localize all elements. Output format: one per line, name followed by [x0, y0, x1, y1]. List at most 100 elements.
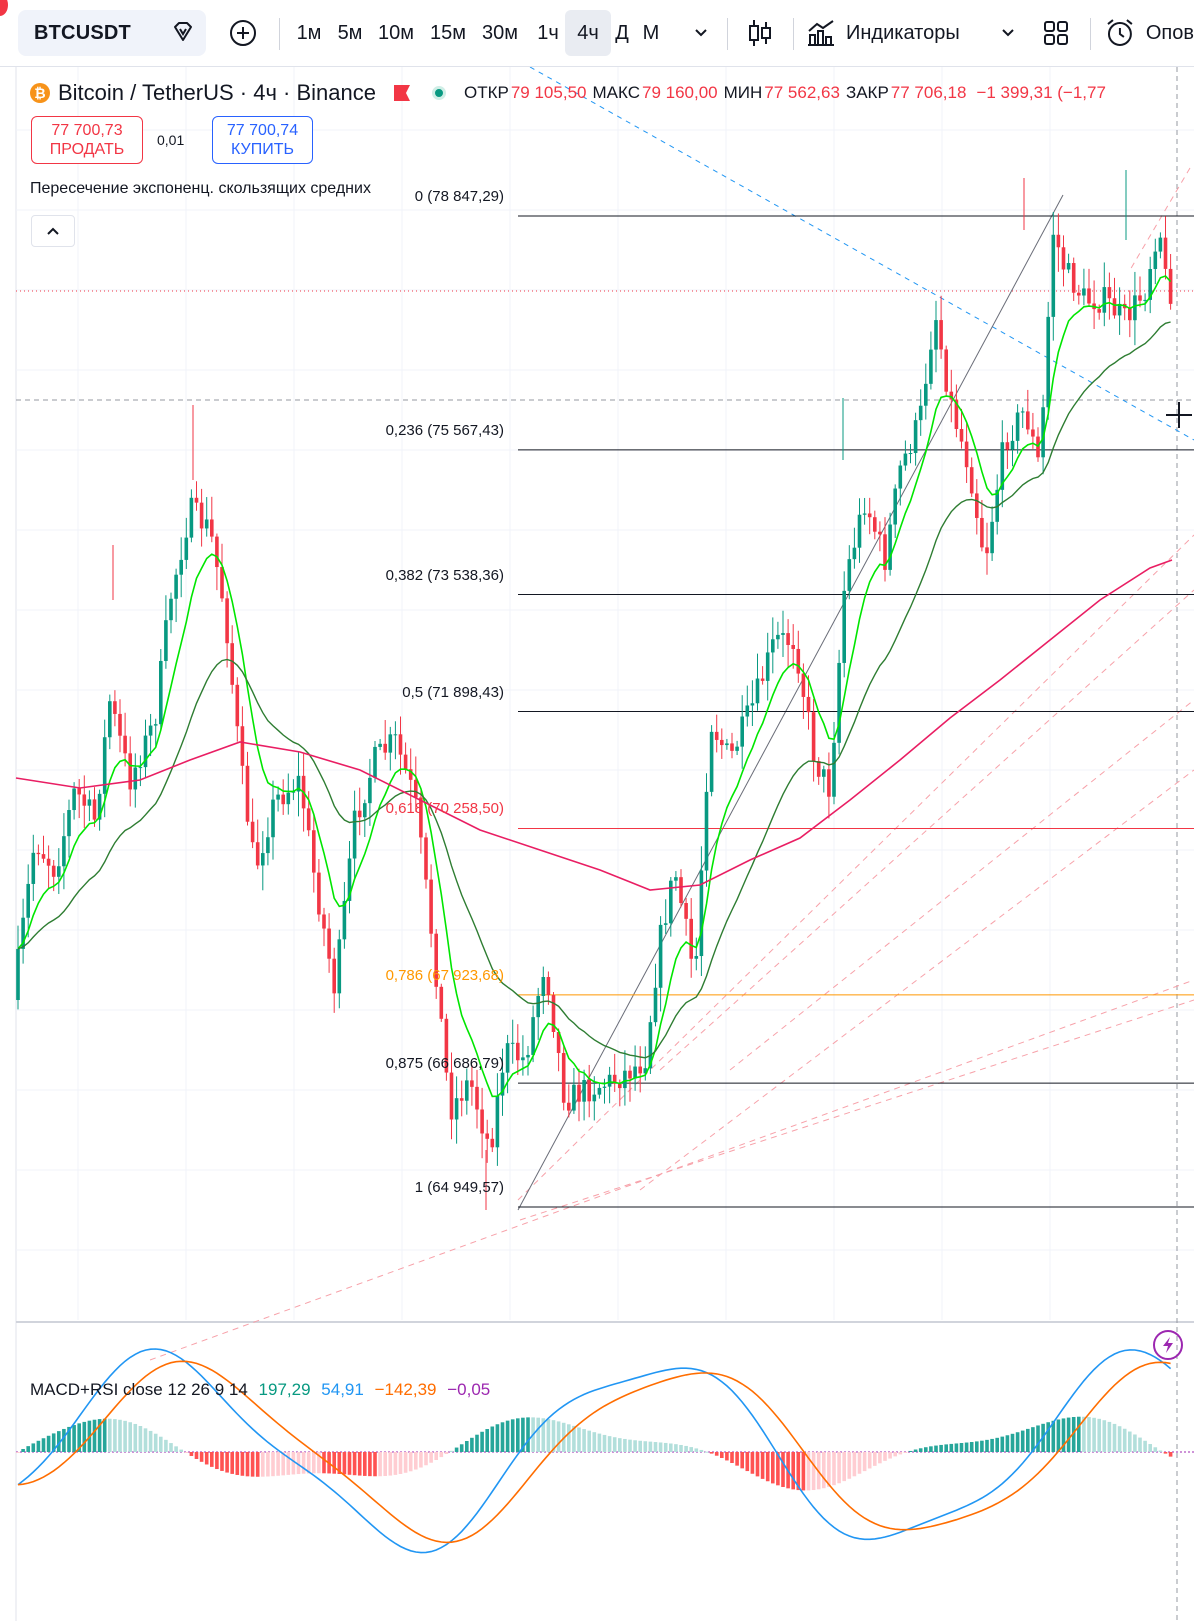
candle-body	[607, 1074, 612, 1087]
macd-histogram-bar	[194, 1452, 199, 1459]
candle-body	[618, 1083, 622, 1089]
candle-body	[536, 995, 540, 1018]
macd-histogram-bar	[148, 1430, 153, 1452]
indicators-dropdown-button[interactable]	[994, 10, 1022, 56]
add-symbol-button[interactable]	[220, 10, 266, 56]
macd-histogram-bar	[271, 1452, 275, 1477]
candle-body	[1031, 429, 1035, 437]
macd-histogram-bar	[745, 1452, 750, 1472]
sell-button[interactable]: 77 700,73 ПРОДАТЬ	[31, 116, 143, 164]
timeframe-7[interactable]: 4ч	[565, 10, 611, 56]
macd-histogram-bar	[276, 1452, 280, 1476]
indicator-title[interactable]: Пересечение экспоненц. скользящих средни…	[30, 180, 371, 197]
candle-body	[883, 534, 887, 570]
candle-body	[41, 854, 46, 859]
candle-body	[225, 598, 229, 644]
candle-body	[878, 531, 882, 535]
candle-body	[521, 1057, 525, 1061]
symbol-title[interactable]: Bitcoin / TetherUS · 4ч · Binance	[58, 80, 376, 105]
timeframe-6[interactable]: 1ч	[537, 21, 559, 44]
indicators-button[interactable]: Индикаторы	[806, 10, 986, 56]
macd-histogram-bar	[108, 1418, 112, 1452]
macd-histogram-bar	[918, 1448, 923, 1452]
macd-histogram-bar	[949, 1443, 954, 1452]
lightning-button[interactable]	[1153, 1330, 1183, 1360]
macd-histogram-bar	[1000, 1436, 1005, 1452]
macd-histogram-bar	[1056, 1419, 1061, 1452]
candle-body	[516, 1042, 520, 1061]
fib-level-label: 0,236 (75 567,43)	[385, 421, 504, 439]
chart-type-button[interactable]	[740, 10, 780, 56]
candle-body	[541, 977, 546, 996]
macd-histogram-bar	[449, 1450, 454, 1452]
macd-value: 197,29	[258, 1380, 311, 1399]
macd-histogram-bar	[663, 1442, 668, 1452]
candle-body	[153, 724, 158, 726]
timeframe-1[interactable]: 1м	[296, 21, 322, 44]
timeframe-2[interactable]: 5м	[337, 21, 363, 44]
macd-histogram-bar	[174, 1446, 178, 1452]
price-chart[interactable]	[0, 67, 1194, 1621]
candle-body	[1128, 308, 1132, 321]
macd-histogram-bar	[118, 1419, 122, 1452]
macd-histogram-bar	[82, 1421, 87, 1452]
timeframe-3[interactable]: 10м	[378, 21, 414, 44]
timeframe-9[interactable]: М	[642, 21, 660, 44]
market-status-icon[interactable]	[431, 86, 446, 100]
timeframe-5[interactable]: 30м	[482, 21, 518, 44]
candle-body	[735, 746, 739, 751]
timeframe-8[interactable]: Д	[615, 21, 629, 44]
candle-body	[663, 923, 668, 925]
collapse-legend-button[interactable]	[31, 215, 75, 247]
candle-body	[143, 735, 148, 768]
symbol-search-button[interactable]: BTCUSDT	[18, 10, 206, 56]
macd-histogram-bar	[57, 1431, 61, 1452]
candle-body	[1117, 303, 1122, 316]
candle-body	[689, 918, 693, 959]
candle-body	[908, 453, 913, 455]
candle-body	[373, 746, 377, 778]
candle-body	[419, 797, 423, 838]
ema-slow-line	[17, 321, 1171, 1059]
candle-body	[612, 1074, 617, 1084]
candle-body	[220, 567, 224, 599]
macd-histogram-bar	[714, 1452, 719, 1456]
macd-histogram-bar	[266, 1452, 270, 1477]
candle-body	[556, 1031, 561, 1054]
candle-body	[1107, 287, 1112, 299]
macd-histogram-bar	[97, 1419, 102, 1452]
alerts-button[interactable]: Опов	[1104, 10, 1194, 56]
candle-body	[949, 391, 954, 400]
candle-body	[189, 497, 194, 538]
macd-histogram-bar	[495, 1424, 500, 1452]
buy-button[interactable]: 77 700,74 КУПИТЬ	[212, 116, 313, 164]
candle-body	[408, 769, 413, 780]
candle-body	[811, 712, 816, 762]
candle-body	[322, 914, 326, 929]
macd-histogram-bar	[510, 1419, 515, 1452]
macd-histogram-bar	[393, 1452, 398, 1475]
macd-histogram-bar	[1036, 1425, 1040, 1452]
macd-signal-line	[17, 1360, 1171, 1544]
macd-histogram-bar	[776, 1452, 780, 1486]
timeframe-dropdown-button[interactable]	[688, 10, 714, 56]
macd-histogram-bar	[429, 1452, 433, 1463]
macd-histogram-bar	[658, 1442, 663, 1452]
candle-body	[281, 794, 285, 805]
candle-body	[816, 761, 821, 777]
macd-histogram-bar	[964, 1442, 969, 1452]
candle-body	[873, 517, 877, 532]
candle-body	[215, 536, 219, 568]
layout-button[interactable]	[1036, 10, 1076, 56]
macd-histogram-bar	[801, 1452, 806, 1491]
timeframe-4[interactable]: 15м	[430, 21, 466, 44]
chevron-down-icon	[695, 29, 707, 37]
macd-histogram-bar	[1061, 1418, 1066, 1452]
crosshair-icon	[1166, 402, 1192, 428]
candle-body	[633, 1066, 637, 1079]
macd-histogram-bar	[500, 1422, 505, 1452]
candle-body	[1148, 269, 1152, 300]
macd-name[interactable]: MACD+RSI close 12 26 9 14	[30, 1380, 248, 1399]
candle-body	[867, 513, 872, 518]
flag-icon[interactable]	[393, 85, 410, 101]
